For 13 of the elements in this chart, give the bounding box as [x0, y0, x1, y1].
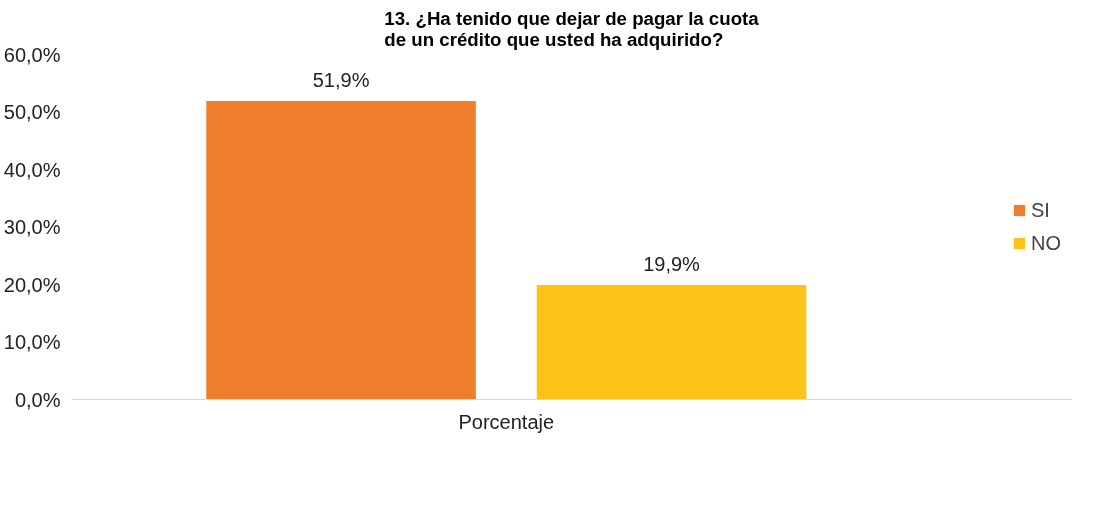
y-tick-label: 30,0%: [3, 216, 61, 238]
y-tick-label: 40,0%: [3, 158, 61, 181]
y-tick-label: 10,0%: [3, 331, 61, 353]
chart-title: 13. ¿Ha tenido que dejar de pagar la cuota de un crédito que usted ha adquirido?: [384, 7, 760, 50]
data-label: 19,9%: [643, 253, 701, 276]
y-tick-label: 50,0%: [3, 101, 61, 123]
legend-label: SI: [1031, 198, 1051, 222]
data-label: 51,9%: [312, 69, 370, 92]
legend-label: NO: [1031, 231, 1061, 255]
y-tick-label: 0,0%: [14, 388, 61, 411]
y-tick-label: 20,0%: [3, 273, 61, 296]
x-tick-label: Porcentaje: [458, 410, 555, 433]
y-tick-label: 60,0%: [3, 43, 61, 66]
